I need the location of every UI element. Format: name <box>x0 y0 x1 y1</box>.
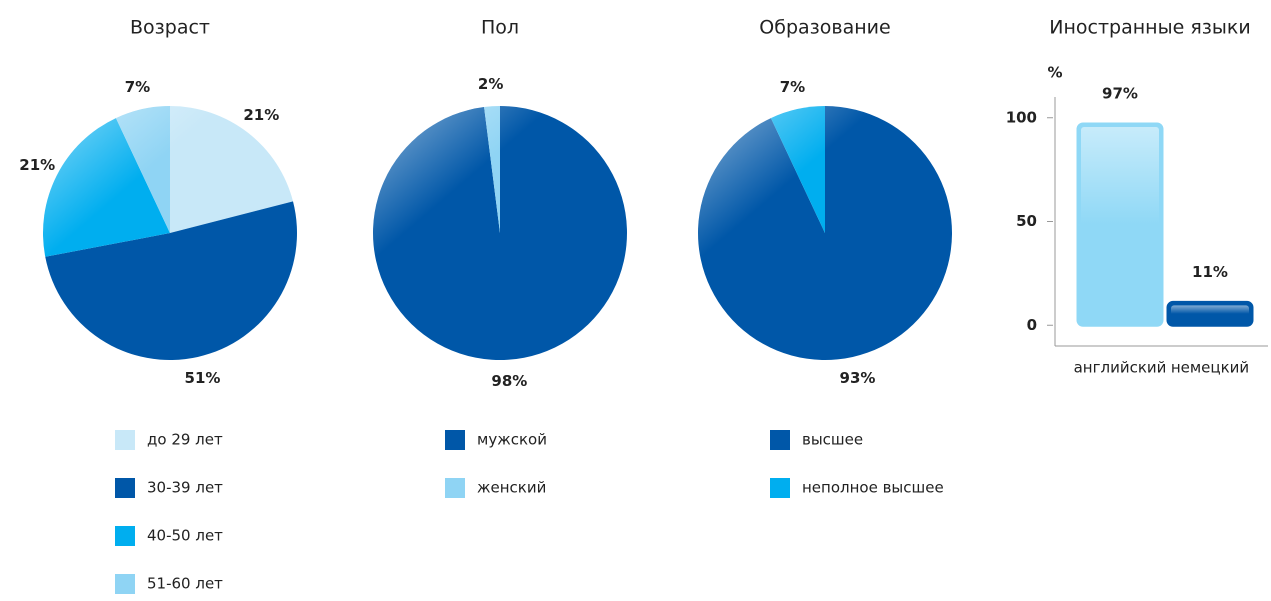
legend-label: высшее <box>802 431 863 449</box>
bar-shine <box>1081 126 1159 323</box>
legend-label: женский <box>477 479 546 497</box>
legend-label: мужской <box>477 431 547 449</box>
value-label: 21% <box>243 106 279 124</box>
x-tick-label: немецкий <box>1171 359 1249 377</box>
legend-label: 30-39 лет <box>147 479 223 497</box>
y-tick-label: 0 <box>1027 316 1037 334</box>
value-label: 97% <box>1102 84 1138 102</box>
value-label: 93% <box>840 369 876 387</box>
chart-title: Пол <box>481 17 519 39</box>
legend-swatch <box>445 430 465 450</box>
y-tick-label: 100 <box>1006 108 1037 126</box>
chart-title: Иностранные языки <box>1049 17 1250 39</box>
legend-swatch <box>770 430 790 450</box>
bar-shine <box>1171 305 1249 323</box>
legend-swatch <box>115 430 135 450</box>
value-label: 2% <box>478 75 503 93</box>
value-label: 98% <box>491 372 527 390</box>
value-label: 11% <box>1192 263 1228 281</box>
chart-title: Возраст <box>130 17 210 39</box>
legend-label: 51-60 лет <box>147 575 223 593</box>
value-label: 7% <box>125 78 150 96</box>
legend-swatch <box>115 526 135 546</box>
legend-swatch <box>770 478 790 498</box>
y-axis-label: % <box>1047 64 1062 82</box>
legend-swatch <box>115 574 135 594</box>
legend-swatch <box>445 478 465 498</box>
legend-label: неполное высшее <box>802 479 944 497</box>
value-label: 51% <box>185 369 221 387</box>
chart-title: Образование <box>759 17 890 39</box>
legend-swatch <box>115 478 135 498</box>
y-tick-label: 50 <box>1016 212 1037 230</box>
x-tick-label: английский <box>1074 359 1167 377</box>
value-label: 21% <box>19 156 55 174</box>
value-label: 7% <box>780 78 805 96</box>
legend-label: 40-50 лет <box>147 527 223 545</box>
legend-label: до 29 лет <box>147 431 223 449</box>
